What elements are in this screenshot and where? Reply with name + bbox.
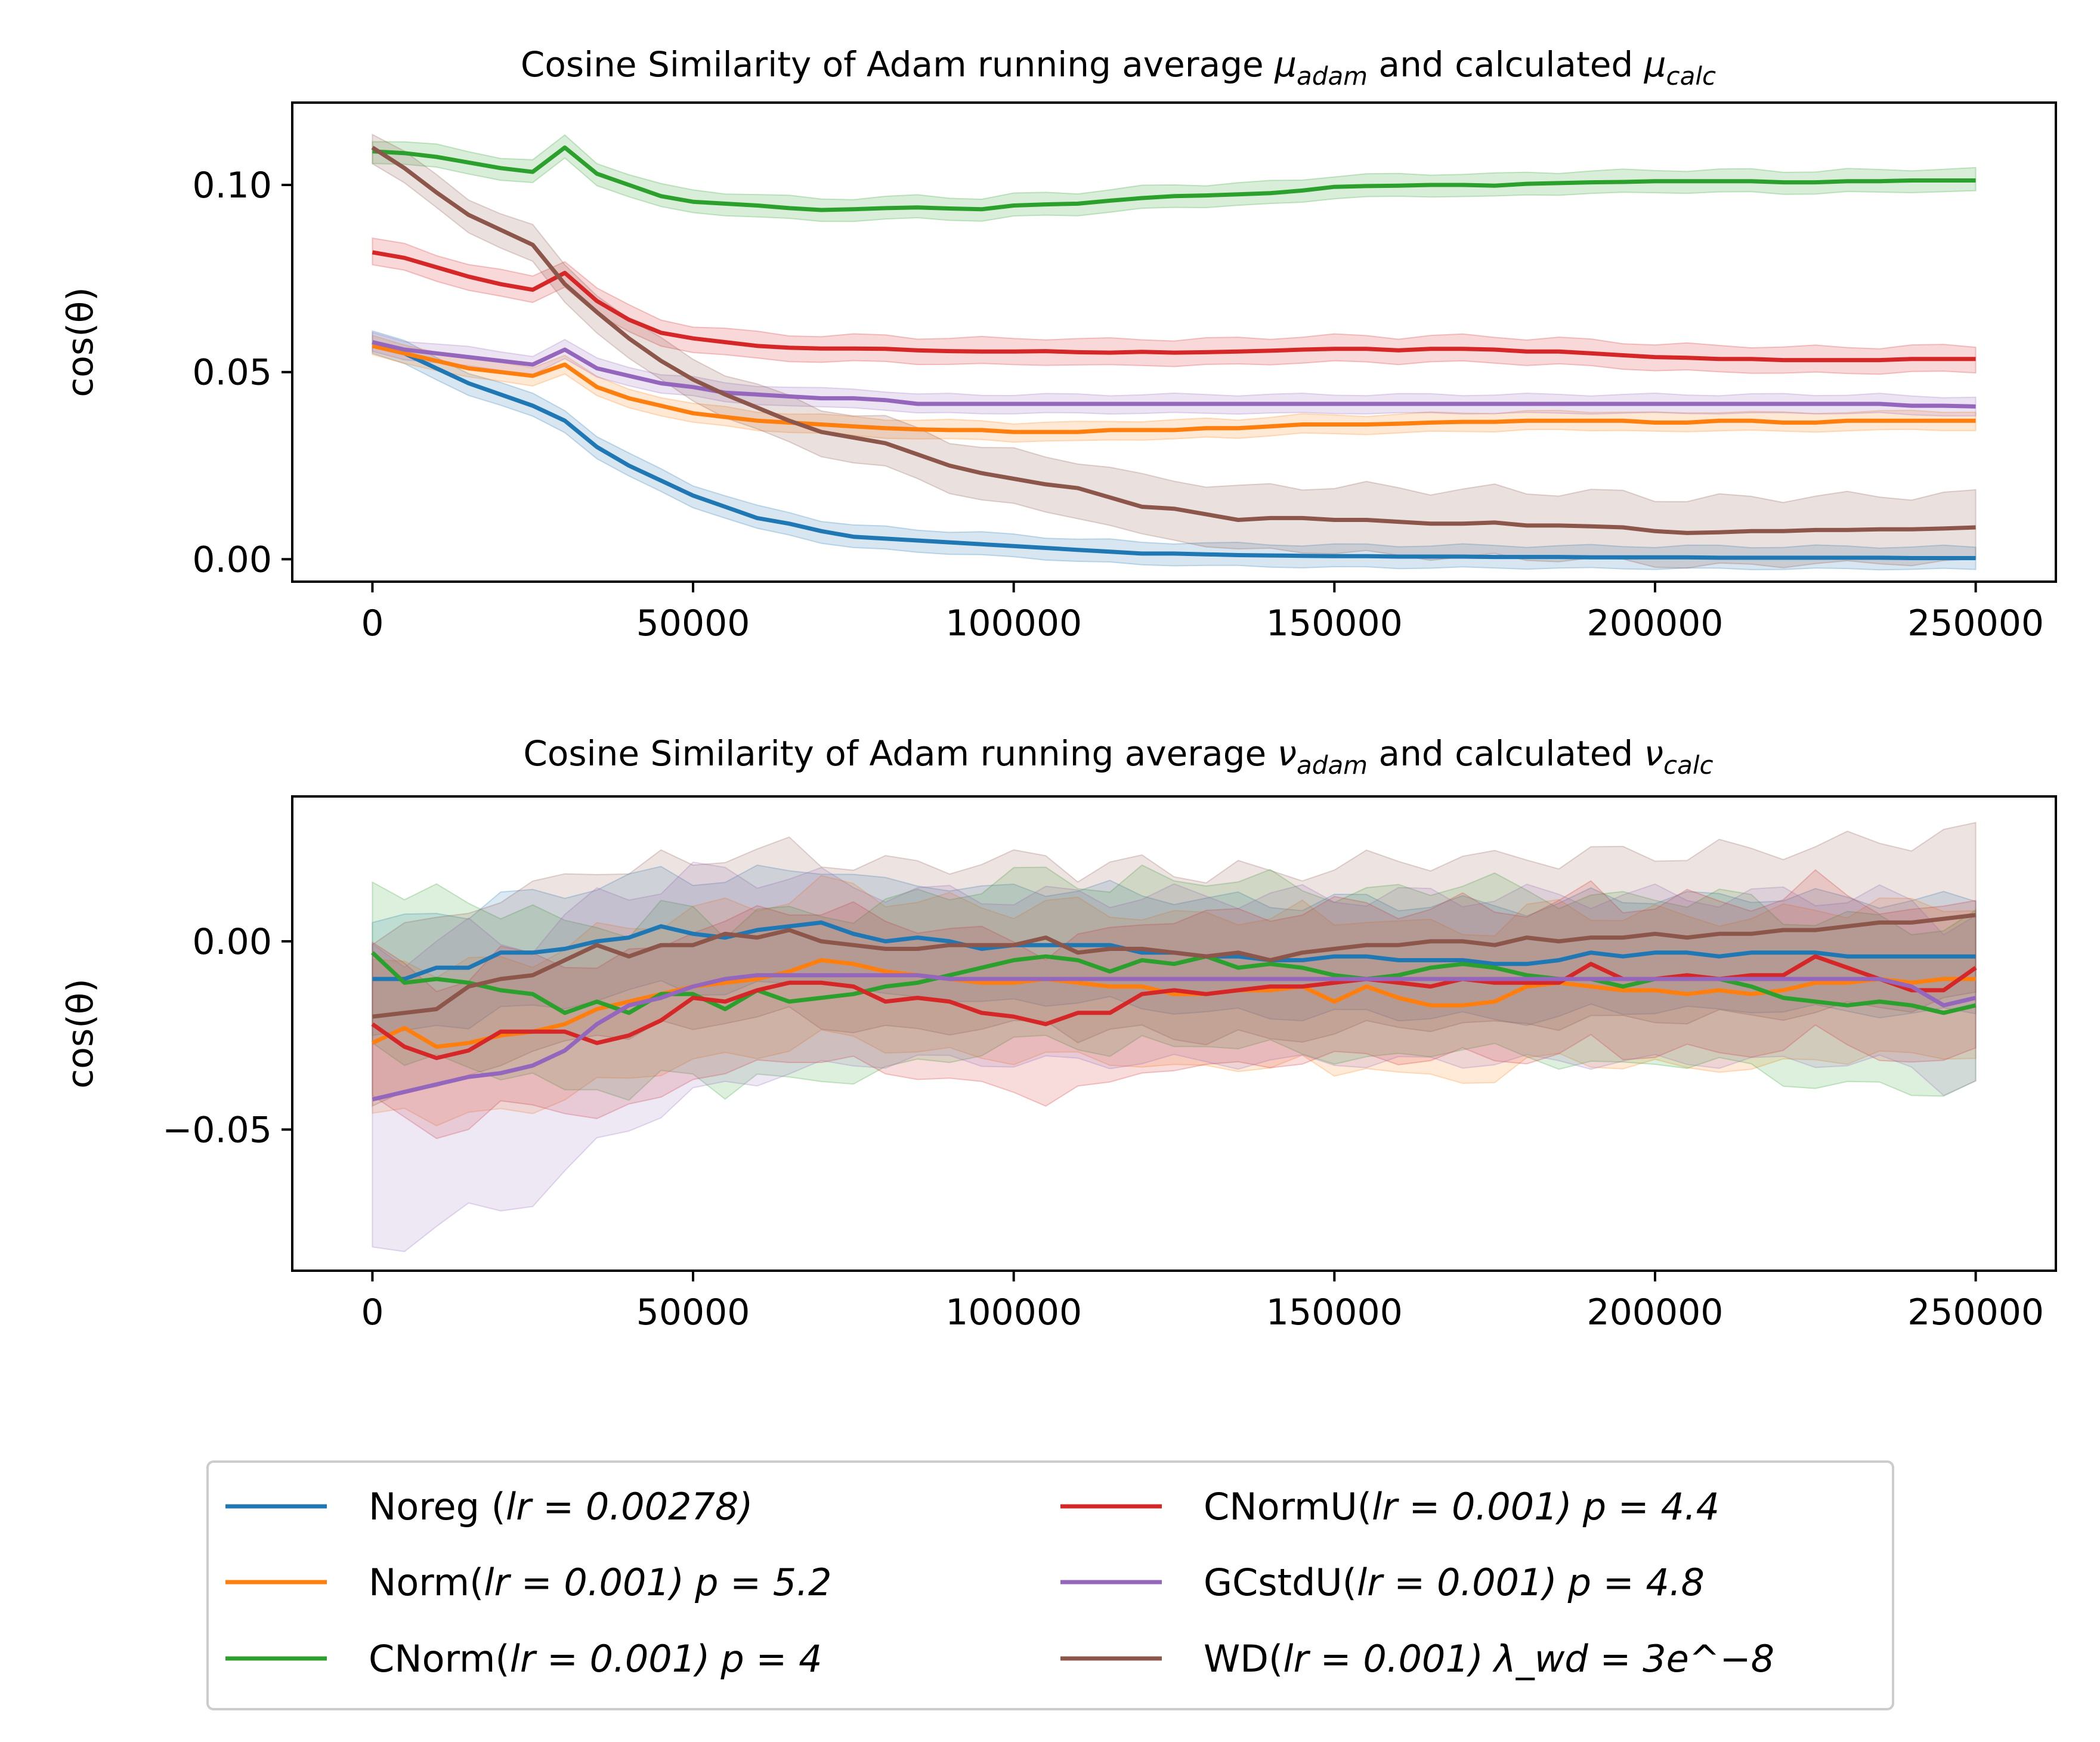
- legend-entry-gcstdu: GCstdU(lr = 0.001) p = 4.8: [1060, 1561, 1705, 1604]
- panel-nu-title-sym1: ν: [1278, 733, 1297, 774]
- legend-label-cnorm: CNorm(lr = 0.001) p = 4: [369, 1637, 822, 1681]
- x-tick-label: 150000: [1266, 1292, 1403, 1333]
- panel-nu-y-ticks: −0.05 0.00: [162, 921, 292, 1151]
- x-tick-label: 250000: [1907, 603, 2044, 644]
- line-gcstdu-p0: [372, 340, 1976, 409]
- panel-mu-lines: [371, 145, 1976, 560]
- y-tick-label: −0.05: [162, 1109, 272, 1151]
- legend-label-noreg: Noreg (lr = 0.00278): [369, 1485, 753, 1528]
- panel-mu-axes-frame: [291, 101, 2057, 583]
- panel-mu: Cosine Similarity of Adam running averag…: [60, 44, 2057, 644]
- panel-mu-x-ticks: 0 50000 100000 150000 200000 250000: [361, 582, 2044, 644]
- band-cnorm-p0: [372, 134, 1977, 223]
- panel-nu-bands: [372, 821, 1977, 1252]
- panel-nu-lines: [371, 913, 1977, 1102]
- line-norm-p0: [372, 344, 1976, 434]
- x-tick-label: 0: [361, 603, 383, 644]
- y-tick-label: 0.00: [192, 539, 272, 580]
- line-cnorm-p0: [372, 145, 1976, 212]
- band-cnorm-p1: [372, 864, 1977, 1101]
- panel-mu-title: Cosine Similarity of Adam running averag…: [521, 44, 1716, 91]
- panel-nu-title-sub2: calc: [1663, 750, 1714, 780]
- line-wd-p0: [371, 146, 1976, 535]
- x-tick-label: 50000: [636, 1292, 750, 1333]
- line-gcstdu-p1: [372, 973, 1977, 1102]
- x-tick-label: 200000: [1586, 1292, 1723, 1333]
- panel-mu-y-label: cos(θ): [60, 287, 101, 397]
- panel-nu: Cosine Similarity of Adam running averag…: [60, 733, 2057, 1333]
- x-tick-label: 200000: [1586, 603, 1723, 644]
- legend-entry-cnorm: CNorm(lr = 0.001) p = 4: [225, 1637, 822, 1681]
- panel-mu-title-prefix: Cosine Similarity of Adam running averag…: [521, 44, 1275, 85]
- band-cnormu-p0: [372, 237, 1977, 375]
- x-tick-label: 150000: [1266, 603, 1403, 644]
- panel-nu-y-label: cos(θ): [60, 978, 101, 1088]
- x-tick-label: 100000: [945, 1292, 1082, 1333]
- panel-mu-title-sub2: calc: [1666, 61, 1717, 91]
- legend: Noreg (lr = 0.00278) Norm(lr = 0.001) p =…: [206, 1460, 1894, 1710]
- y-tick-label: 0.10: [192, 165, 272, 206]
- legend-entry-cnormu: CNormU(lr = 0.001) p = 4.4: [1060, 1485, 1719, 1528]
- legend-entry-wd: WD(lr = 0.001) λ_wd = 3e^−8: [1060, 1637, 1774, 1681]
- line-noreg-p0: [372, 340, 1976, 560]
- line-norm-p1: [371, 958, 1976, 1049]
- x-tick-label: 50000: [636, 603, 750, 644]
- panel-nu-title-prefix: Cosine Similarity of Adam running averag…: [523, 733, 1277, 774]
- panel-nu-title-mid: and calculated: [1368, 733, 1644, 774]
- band-cnormu-p1: [372, 869, 1977, 1139]
- panel-mu-title-sym1: μ: [1274, 44, 1297, 85]
- band-noreg-p1: [372, 864, 1977, 1036]
- x-tick-label: 0: [361, 1292, 383, 1333]
- panel-mu-title-mid: and calculated: [1368, 44, 1644, 85]
- panel-nu-axes-frame: [291, 795, 2057, 1272]
- panel-nu-title-sub1: adam: [1297, 750, 1368, 780]
- legend-label-cnormu: CNormU(lr = 0.001) p = 4.4: [1204, 1485, 1719, 1528]
- legend-label-wd: WD(lr = 0.001) λ_wd = 3e^−8: [1204, 1637, 1774, 1681]
- panel-mu-title-sym2: μ: [1644, 44, 1666, 85]
- x-tick-label: 100000: [945, 603, 1082, 644]
- panel-mu-y-ticks: 0.00 0.05 0.10: [192, 165, 292, 580]
- x-tick-label: 250000: [1907, 1292, 2044, 1333]
- band-gcstdu-p1: [372, 861, 1977, 1252]
- line-wd-p1: [372, 913, 1977, 1019]
- legend-label-norm: Norm(lr = 0.001) p = 5.2: [369, 1561, 831, 1604]
- y-tick-label: 0.05: [192, 352, 272, 394]
- panel-nu-title-sym2: ν: [1644, 733, 1663, 774]
- legend-entry-noreg: Noreg (lr = 0.00278): [225, 1485, 753, 1528]
- y-tick-label: 0.00: [192, 921, 272, 963]
- legend-label-gcstdu: GCstdU(lr = 0.001) p = 4.8: [1204, 1561, 1705, 1604]
- band-noreg-p0: [372, 330, 1977, 571]
- panel-mu-title-sub1: adam: [1297, 61, 1368, 91]
- legend-entry-norm: Norm(lr = 0.001) p = 5.2: [225, 1561, 831, 1604]
- legend-box: [206, 1460, 1894, 1710]
- panel-nu-title: Cosine Similarity of Adam running averag…: [523, 733, 1713, 780]
- panel-nu-x-ticks: 0 50000 100000 150000 200000 250000: [361, 1271, 2044, 1333]
- line-cnormu-p0: [372, 250, 1976, 363]
